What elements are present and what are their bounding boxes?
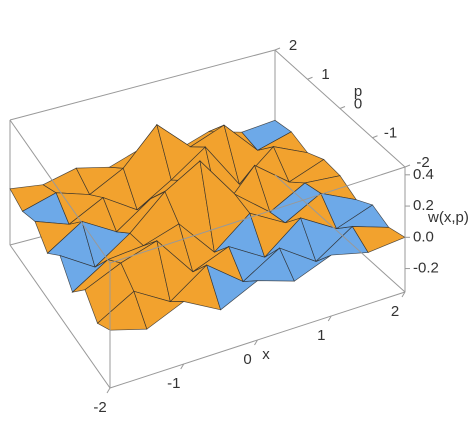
x-tick [106,387,111,394]
x-tick [327,315,332,322]
x-tick [401,291,406,298]
y-tick [274,47,281,51]
box-edge [9,49,276,121]
z-axis-label: w(x,p) [427,209,469,226]
x-tick-label: 1 [317,327,325,344]
x-tick [254,339,258,346]
y-tick-label: 0 [354,95,362,112]
box-edge [274,174,406,293]
y-tick-label: -1 [384,125,397,142]
y-tick-label: -2 [416,154,429,171]
y-tick [307,76,313,80]
box-edge [9,244,111,389]
y-tick-label: 2 [289,37,297,54]
y-axis-label: p [354,83,362,100]
x-tick-label: 0 [243,351,251,368]
x-tick-label: 2 [391,303,399,320]
y-tick [372,135,378,139]
y-tick [339,106,346,109]
z-tick-label: 0.0 [413,228,434,245]
z-tick-label: 0.2 [413,197,434,214]
z-tick-label: 0.4 [413,166,434,183]
x-axis-label: x [262,346,270,363]
x-tick-label: -2 [93,399,106,416]
z-tick-label: -0.2 [413,260,439,277]
x-tick-label: -1 [167,375,180,392]
y-tick-label: 1 [321,66,329,83]
surface-patch [351,226,406,253]
box-edge [9,119,111,264]
y-tick [404,164,411,168]
x-tick [180,363,185,370]
box-edge [109,166,406,264]
